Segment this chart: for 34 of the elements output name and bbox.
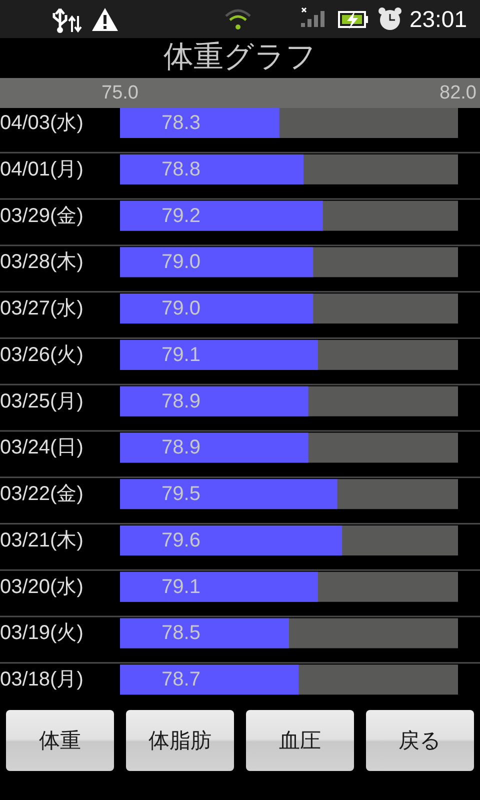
y-tick-label: 04/03(水)	[0, 112, 84, 134]
text: 戻る	[398, 730, 442, 752]
data-label: 78.3	[162, 112, 200, 134]
text: 体脂肪	[148, 730, 212, 752]
y-tick-label: 03/22(金)	[0, 483, 84, 506]
data-label: 78.5	[162, 622, 200, 644]
data-label: 78.9	[162, 436, 200, 459]
y-tick-label: 03/19(火)	[0, 622, 84, 644]
text: 血圧	[279, 730, 321, 752]
y-tick-label: 03/21(木)	[0, 529, 84, 552]
text: 23:01	[409, 6, 467, 32]
y-tick-label: 03/28(木)	[0, 251, 84, 274]
data-label: 79.0	[162, 251, 200, 274]
data-label: 79.0	[162, 298, 200, 320]
data-label: 78.8	[162, 158, 200, 180]
data-label: 79.1	[162, 344, 200, 366]
y-tick-label: 03/20(水)	[0, 576, 84, 598]
y-tick-label: 03/27(水)	[0, 298, 84, 320]
data-label: 78.9	[162, 390, 200, 412]
text: 体重	[39, 730, 81, 752]
y-tick-label: 03/29(金)	[0, 204, 84, 227]
x-tick-label: 75.0	[102, 82, 138, 104]
data-label: 79.6	[162, 529, 200, 552]
data-label: 79.5	[162, 483, 200, 506]
y-tick-label: 03/25(月)	[0, 390, 84, 412]
data-label: 79.1	[162, 576, 200, 598]
y-tick-label: 04/01(月)	[0, 158, 84, 180]
data-label: 79.2	[162, 204, 200, 227]
y-tick-label: 03/24(日)	[0, 436, 84, 459]
y-tick-label: 03/18(月)	[0, 668, 84, 691]
y-tick-label: 03/26(火)	[0, 344, 84, 366]
chart-title: 体重グラフ	[164, 40, 316, 74]
x-tick-label: 82.0	[440, 82, 476, 104]
data-label: 78.7	[162, 668, 200, 691]
